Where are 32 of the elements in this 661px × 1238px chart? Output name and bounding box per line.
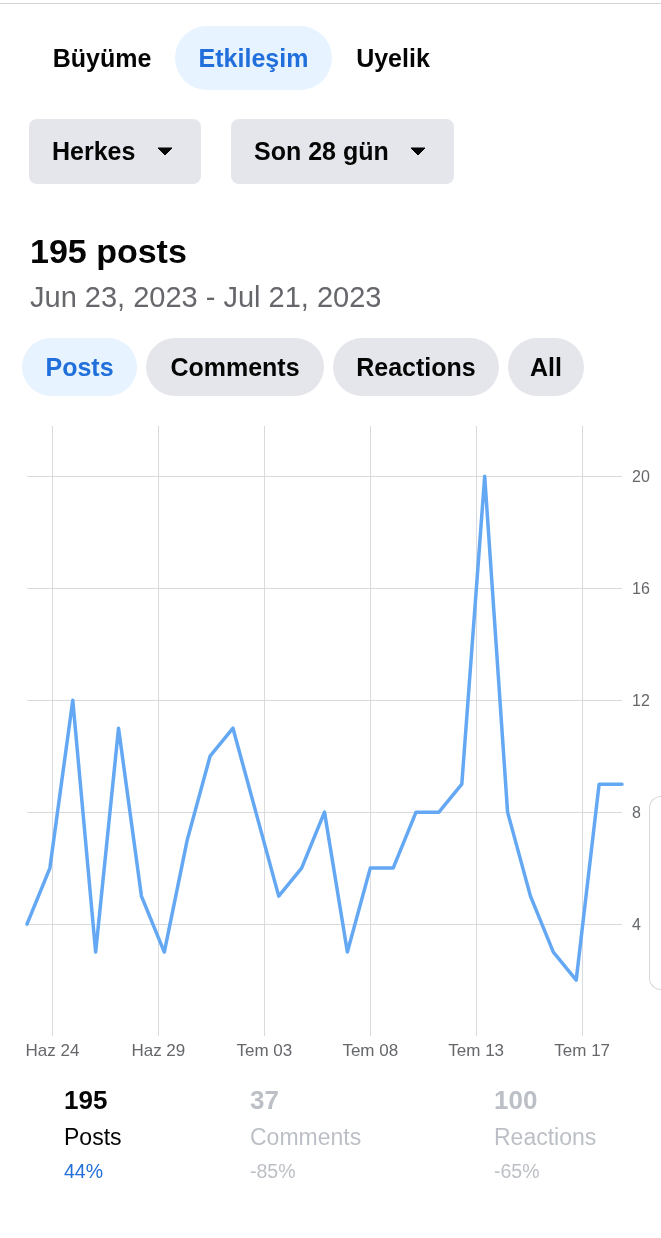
text: 195 <box>64 1084 108 1117</box>
text: Reactions <box>494 1123 597 1152</box>
metric-toggle[interactable]: Comments <box>146 338 324 396</box>
x-tick-label: Tem 17 <box>554 1041 611 1060</box>
x-tick-label: Haz 24 <box>25 1041 80 1060</box>
x-tick-label: Tem 03 <box>236 1041 293 1060</box>
filter-dropdown[interactable]: Herkes <box>29 119 201 184</box>
chart-subtitle: Jun 23, 2023 - Jul 21, 2023 <box>30 280 382 315</box>
y-tick-label: 8 <box>632 803 641 821</box>
text: Comments <box>250 1123 362 1152</box>
text: 37 <box>250 1084 279 1117</box>
section-tab[interactable]: Etkileşim <box>175 26 332 90</box>
text: -65% <box>494 1159 540 1184</box>
metric-toggle[interactable]: All <box>508 338 584 396</box>
line-series <box>25 474 624 982</box>
x-tick-label: Tem 08 <box>342 1041 399 1060</box>
section-tab[interactable]: Uyelik <box>333 26 453 90</box>
section-tab[interactable]: Büyüme <box>30 26 174 90</box>
chart-title: 195 posts <box>30 231 187 272</box>
filter-dropdown[interactable]: Son 28 gün <box>231 119 454 184</box>
text: Posts <box>64 1123 122 1152</box>
metric-toggle[interactable]: Posts <box>22 338 137 396</box>
text: 44% <box>64 1159 104 1184</box>
y-tick-label: 20 <box>632 467 650 485</box>
y-tick-label: 16 <box>632 579 650 597</box>
metric-toggle[interactable]: Reactions <box>333 338 499 396</box>
x-tick-label: Tem 13 <box>448 1041 505 1060</box>
text: 100 <box>494 1084 538 1117</box>
y-tick-label: 12 <box>632 691 650 709</box>
x-tick-label: Haz 29 <box>131 1041 186 1060</box>
y-tick-label: 4 <box>632 915 641 933</box>
text: -85% <box>250 1159 296 1184</box>
